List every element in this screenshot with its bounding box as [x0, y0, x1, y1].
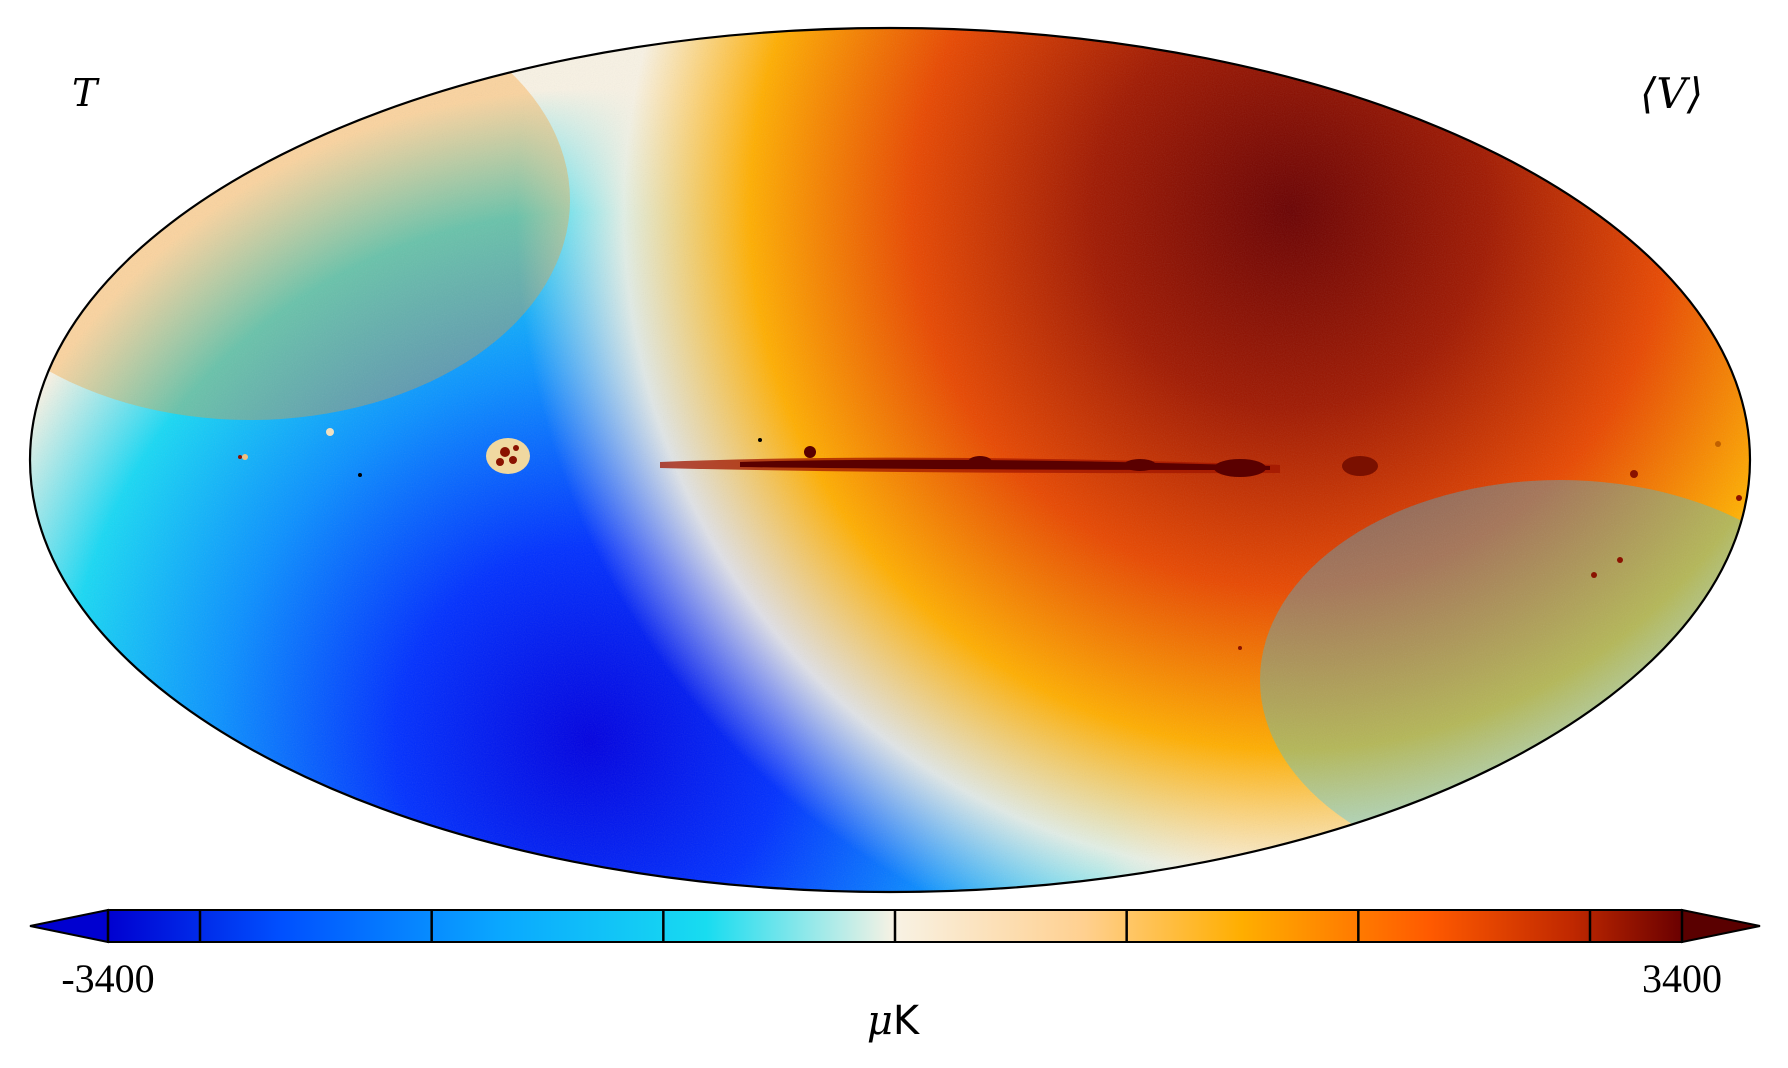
colorbar: -3400 3400 μK	[29, 908, 1761, 1044]
galactic-plane-emission	[660, 446, 1378, 477]
mollweide-sky-map	[30, 28, 1750, 892]
point-sources	[238, 428, 1742, 650]
field-label: T	[72, 71, 100, 115]
dataset-label: ⟨V⟩	[1640, 69, 1703, 118]
colorbar-ticks	[106, 910, 1684, 942]
colorbar-extend-right	[1681, 908, 1761, 944]
unit-prefix: μ	[867, 998, 893, 1044]
map-outline	[28, 26, 1752, 894]
colorbar-min-label: -3400	[61, 956, 154, 1001]
unit-symbol: K	[893, 998, 921, 1044]
colorbar-unit-label: μK	[867, 998, 921, 1044]
colorbar-max-label: 3400	[1642, 956, 1722, 1001]
colorbar-extend-left	[29, 908, 109, 944]
